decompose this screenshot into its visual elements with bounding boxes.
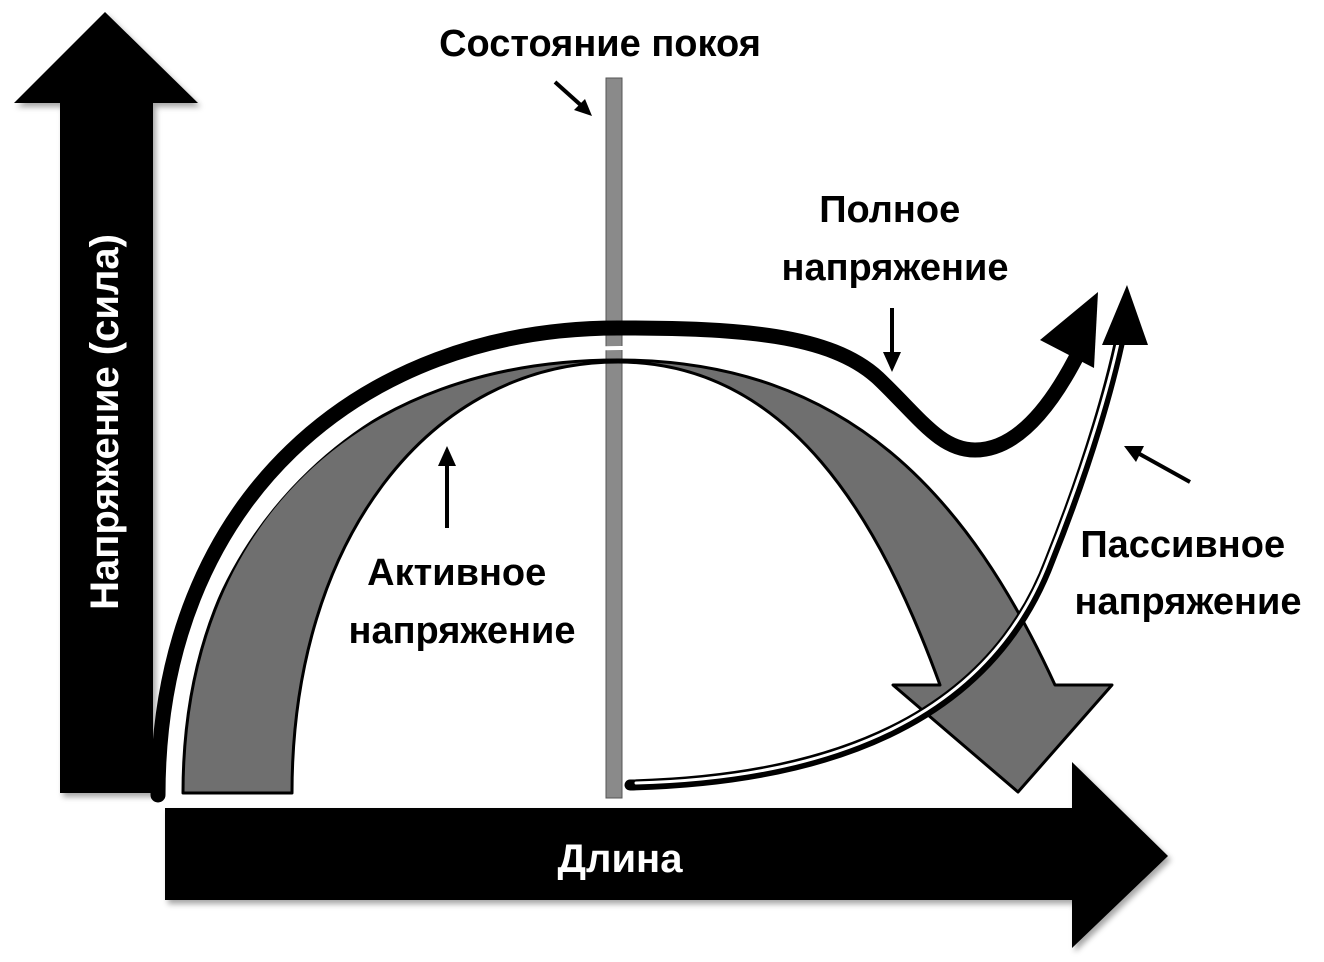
passive-tension-label-line2: напряжение xyxy=(1075,581,1302,623)
total-tension-curve-highlight xyxy=(173,345,870,796)
x-axis-label: Длина xyxy=(558,837,684,881)
passive-tension-arrowhead xyxy=(1102,285,1148,345)
total-tension-label-line1: Полное xyxy=(819,189,960,231)
passive-tension-label-line1: Пассивное xyxy=(1080,524,1285,566)
y-axis-label: Напряжение (сила) xyxy=(83,234,127,610)
resting-state-line xyxy=(605,77,623,799)
active-tension-label-line1: Активное xyxy=(367,552,546,594)
active-tension-label: Активное напряжение xyxy=(349,552,576,652)
resting-state-label: Состояние покоя xyxy=(439,23,761,65)
total-tension-pointer-arrow xyxy=(883,308,901,372)
passive-tension-curve-core xyxy=(634,332,1122,785)
passive-tension-pointer-arrow xyxy=(1124,446,1191,484)
total-tension-label-line2: напряжение xyxy=(782,247,1009,289)
active-tension-arch xyxy=(181,358,1114,795)
total-tension-label: Полное напряжение xyxy=(782,189,1009,289)
total-tension-curve xyxy=(150,320,1088,803)
total-tension-arrowhead xyxy=(1040,292,1098,368)
resting-state-pointer-arrow xyxy=(553,80,592,116)
active-tension-pointer-arrow xyxy=(438,446,456,528)
active-tension-label-line2: напряжение xyxy=(349,610,576,652)
x-axis-arrow xyxy=(165,762,1168,948)
passive-tension-label: Пассивное напряжение xyxy=(1075,524,1302,623)
y-axis-arrow xyxy=(14,12,198,793)
